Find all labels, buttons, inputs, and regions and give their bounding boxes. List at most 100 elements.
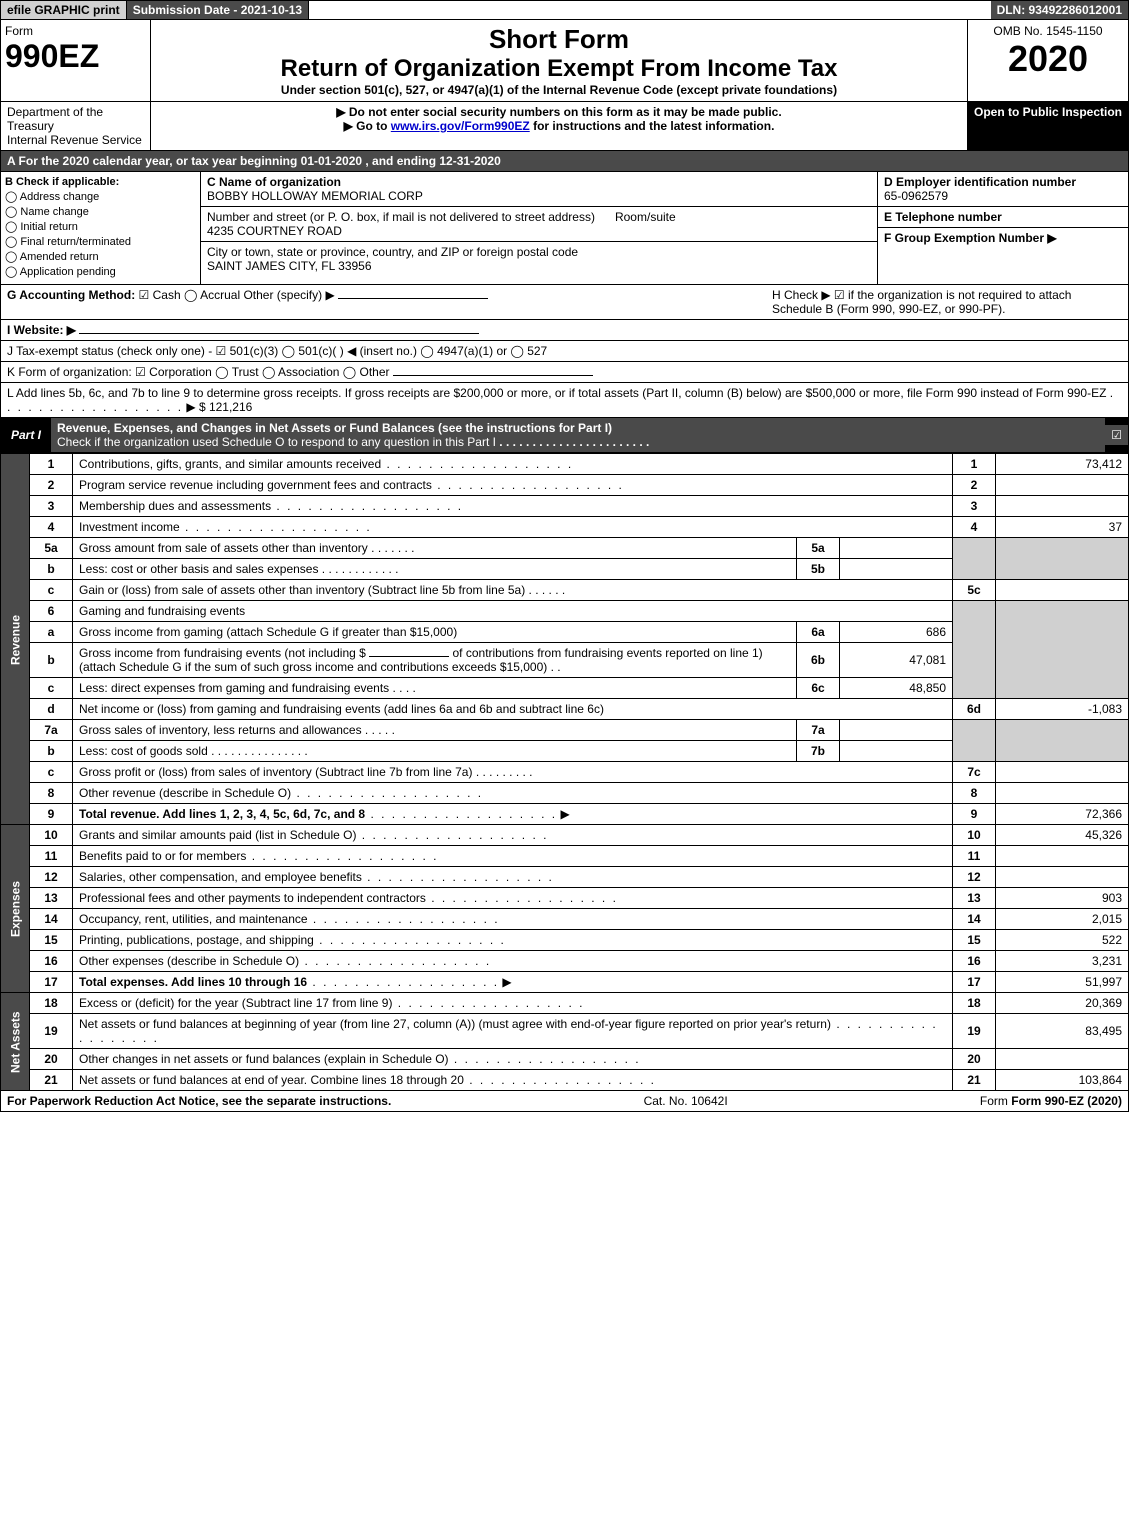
omb-cell: OMB No. 1545-1150 2020: [968, 20, 1128, 101]
e-label: E Telephone number: [884, 210, 1002, 224]
line8-box: 8: [953, 783, 996, 804]
line7ab-shade-amt: [996, 720, 1129, 762]
part1-header: Part I Revenue, Expenses, and Changes in…: [0, 418, 1129, 453]
group-exemption-cell: F Group Exemption Number ▶: [878, 228, 1128, 248]
dln-label: DLN: 93492286012001: [991, 1, 1128, 19]
line6c-mid: 6c: [797, 678, 840, 699]
c-label: C Name of organization: [207, 175, 341, 189]
org-name-cell: C Name of organization BOBBY HOLLOWAY ME…: [201, 172, 877, 207]
line6a-num: a: [30, 622, 73, 643]
line7b-mid: 7b: [797, 741, 840, 762]
top-bar: efile GRAPHIC print Submission Date - 20…: [0, 0, 1129, 20]
line6a-text: Gross income from gaming (attach Schedul…: [73, 622, 797, 643]
line4-amt: 37: [996, 517, 1129, 538]
line3-box: 3: [953, 496, 996, 517]
line17-amt: 51,997: [996, 972, 1129, 993]
line21-text: Net assets or fund balances at end of ye…: [73, 1070, 953, 1091]
line4-box: 4: [953, 517, 996, 538]
ein-cell: D Employer identification number 65-0962…: [878, 172, 1128, 207]
revenue-sidelabel: Revenue: [1, 454, 30, 825]
g-label: G Accounting Method:: [7, 288, 135, 302]
part1-checkbox[interactable]: ☑: [1105, 425, 1128, 445]
check-initial-return[interactable]: ◯ Initial return: [5, 220, 196, 233]
line18-amt: 20,369: [996, 993, 1129, 1014]
line14-box: 14: [953, 909, 996, 930]
row-g-h: G Accounting Method: ☑ Cash ◯ Accrual Ot…: [0, 285, 1129, 320]
efile-print-label[interactable]: efile GRAPHIC print: [1, 1, 127, 19]
line19-amt: 83,495: [996, 1014, 1129, 1049]
addr-label: Number and street (or P. O. box, if mail…: [207, 210, 595, 224]
line13-text: Professional fees and other payments to …: [73, 888, 953, 909]
line11-box: 11: [953, 846, 996, 867]
line18-box: 18: [953, 993, 996, 1014]
line14-text: Occupancy, rent, utilities, and maintena…: [73, 909, 953, 930]
line3-num: 3: [30, 496, 73, 517]
g-other-blank[interactable]: [338, 298, 488, 299]
room-label: Room/suite: [615, 210, 676, 224]
submission-date: Submission Date - 2021-10-13: [127, 1, 309, 19]
line19-box: 19: [953, 1014, 996, 1049]
pra-notice: For Paperwork Reduction Act Notice, see …: [7, 1094, 391, 1108]
org-address-cell: Number and street (or P. O. box, if mail…: [201, 207, 877, 242]
part1-check-text: Check if the organization used Schedule …: [57, 435, 496, 449]
form-footer: Form Form 990-EZ (2020): [980, 1094, 1122, 1108]
line16-text: Other expenses (describe in Schedule O): [73, 951, 953, 972]
line7ab-shade: [953, 720, 996, 762]
check-address-change[interactable]: ◯ Address change: [5, 190, 196, 203]
irs-link[interactable]: www.irs.gov/Form990EZ: [391, 119, 530, 133]
ein-value: 65-0962579: [884, 189, 948, 203]
row-l: L Add lines 5b, 6c, and 7b to line 9 to …: [0, 383, 1129, 418]
line2-text: Program service revenue including govern…: [73, 475, 953, 496]
check-application-pending[interactable]: ◯ Application pending: [5, 265, 196, 278]
line6b-mid: 6b: [797, 643, 840, 678]
org-info-grid: B Check if applicable: ◯ Address change …: [0, 172, 1129, 285]
line6c-midamt: 48,850: [840, 678, 953, 699]
line5c-text: Gain or (loss) from sale of assets other…: [73, 580, 953, 601]
website-blank[interactable]: [79, 333, 479, 334]
part1-label: Part I: [1, 425, 51, 445]
line6-num: 6: [30, 601, 73, 622]
omb-number: OMB No. 1545-1150: [972, 24, 1124, 38]
line11-text: Benefits paid to or for members: [73, 846, 953, 867]
line12-text: Salaries, other compensation, and employ…: [73, 867, 953, 888]
line16-box: 16: [953, 951, 996, 972]
line7c-num: c: [30, 762, 73, 783]
line16-amt: 3,231: [996, 951, 1129, 972]
k-text: K Form of organization: ☑ Corporation ◯ …: [7, 365, 390, 379]
check-final-return[interactable]: ◯ Final return/terminated: [5, 235, 196, 248]
org-name: BOBBY HOLLOWAY MEMORIAL CORP: [207, 189, 423, 203]
line13-num: 13: [30, 888, 73, 909]
line7a-text: Gross sales of inventory, less returns a…: [73, 720, 797, 741]
line6b-midamt: 47,081: [840, 643, 953, 678]
k-other-blank[interactable]: [393, 375, 593, 376]
line12-box: 12: [953, 867, 996, 888]
g-cash: Cash: [153, 288, 181, 302]
check-amended-return[interactable]: ◯ Amended return: [5, 250, 196, 263]
line3-text: Membership dues and assessments: [73, 496, 953, 517]
g-accrual: Accrual: [200, 288, 240, 302]
line3-amt: [996, 496, 1129, 517]
d-label: D Employer identification number: [884, 175, 1076, 189]
part1-table: Revenue 1 Contributions, gifts, grants, …: [0, 453, 1129, 1091]
check-name-change[interactable]: ◯ Name change: [5, 205, 196, 218]
telephone-cell: E Telephone number: [878, 207, 1128, 228]
line21-box: 21: [953, 1070, 996, 1091]
line5b-midamt: [840, 559, 953, 580]
line10-text: Grants and similar amounts paid (list in…: [73, 825, 953, 846]
form-number: 990EZ: [5, 38, 146, 75]
row-k: K Form of organization: ☑ Corporation ◯ …: [0, 362, 1129, 383]
line6b-blank[interactable]: [369, 656, 449, 657]
line15-num: 15: [30, 930, 73, 951]
line6c-num: c: [30, 678, 73, 699]
line6d-text: Net income or (loss) from gaming and fun…: [73, 699, 953, 720]
line19-num: 19: [30, 1014, 73, 1049]
line5ab-shade: [953, 538, 996, 580]
l-text: L Add lines 5b, 6c, and 7b to line 9 to …: [7, 386, 1106, 400]
line7a-mid: 7a: [797, 720, 840, 741]
line2-num: 2: [30, 475, 73, 496]
i-label: I Website: ▶: [7, 323, 76, 337]
org-center-column: C Name of organization BOBBY HOLLOWAY ME…: [201, 172, 878, 284]
cat-number: Cat. No. 10642I: [644, 1094, 728, 1108]
topbar-spacer: [309, 1, 990, 19]
line13-box: 13: [953, 888, 996, 909]
